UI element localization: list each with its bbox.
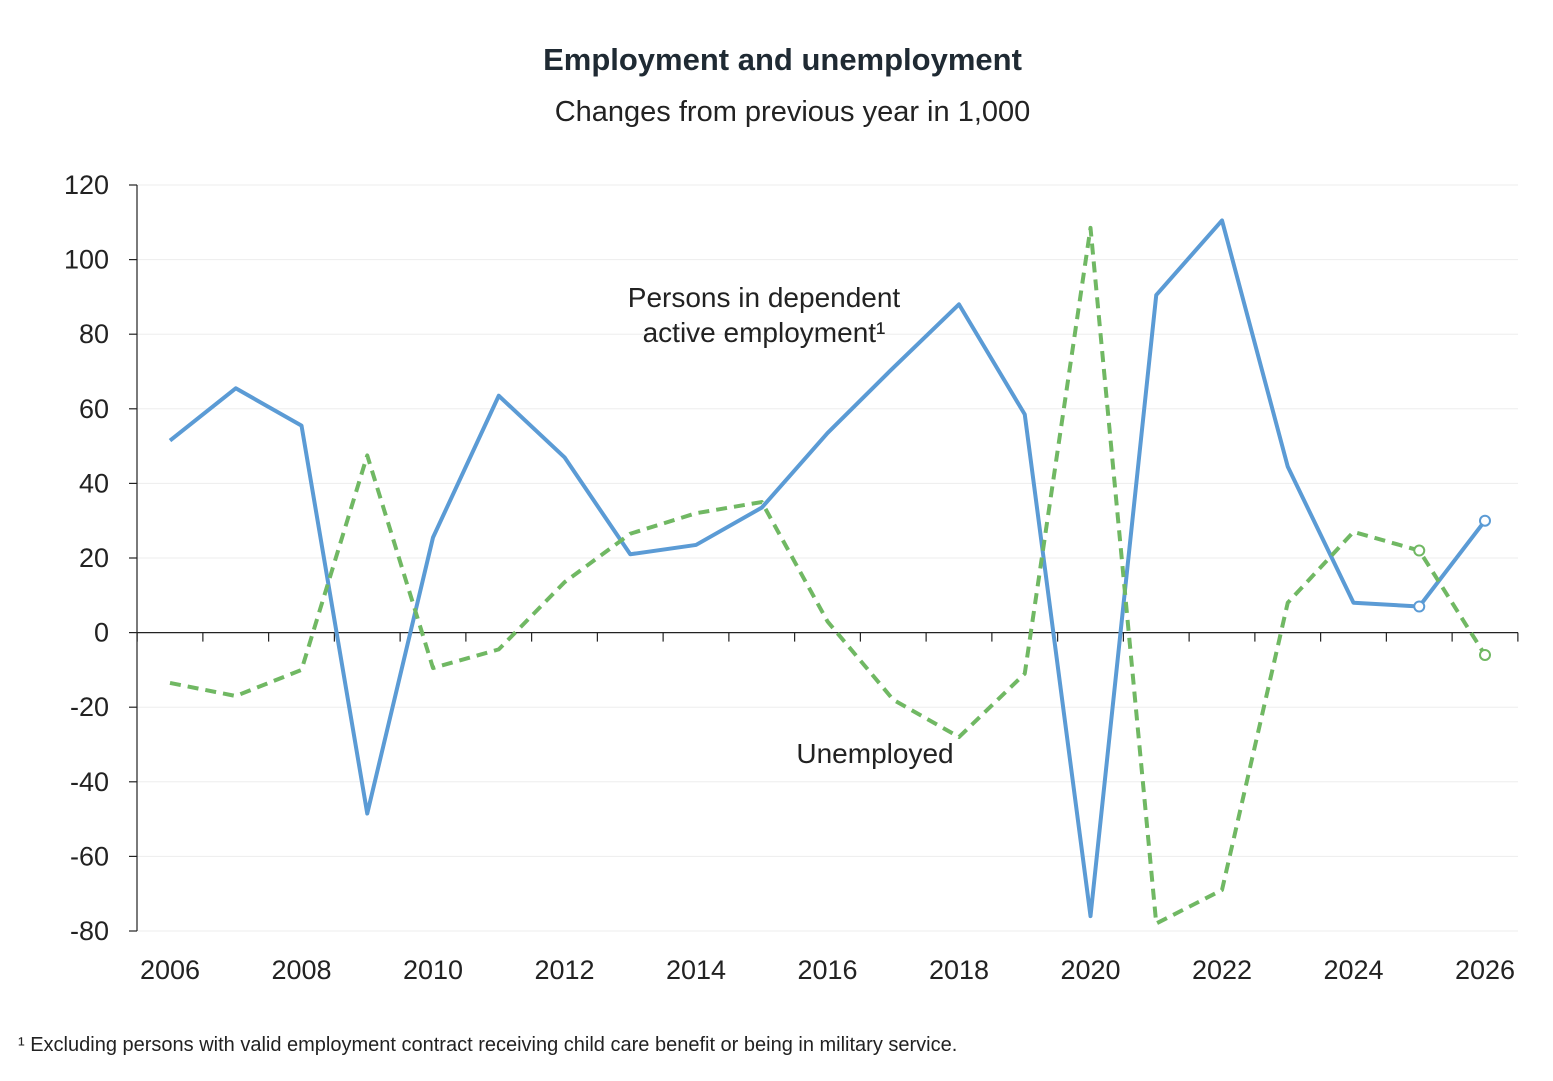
axes (129, 184, 1519, 932)
x-tick-label: 2026 (1455, 955, 1515, 985)
gridlines (137, 184, 1518, 932)
series-lines (168, 218, 1491, 926)
y-tick-label: -60 (70, 841, 109, 871)
x-tick-label: 2008 (271, 955, 331, 985)
y-tick-label: 80 (79, 319, 109, 349)
series-line-unemployed (169, 225, 1487, 926)
y-tick-label: -20 (70, 692, 109, 722)
y-tick-label: -80 (70, 916, 109, 946)
x-tick-label: 2022 (1192, 955, 1252, 985)
x-tick-label: 2012 (534, 955, 594, 985)
forecast-point (1413, 600, 1426, 613)
footnote: ¹ Excluding persons with valid employmen… (18, 1034, 958, 1056)
x-tick-label: 2014 (666, 955, 726, 985)
x-tick-label: 2016 (797, 955, 857, 985)
y-tick-label: 20 (79, 543, 109, 573)
series-label: Persons in dependent (628, 282, 901, 313)
forecast-point (1479, 514, 1491, 527)
x-tick-label: 2024 (1323, 955, 1383, 985)
x-tick-label: 2018 (929, 955, 989, 985)
chart-title: Employment and unemployment (543, 42, 1022, 77)
y-tick-label: 40 (79, 468, 109, 498)
y-tick-label: 0 (94, 618, 109, 648)
y-tick-label: 120 (64, 170, 109, 200)
forecast-point (1479, 648, 1491, 661)
tick-labels: 120 100 80 60 40 20 0 -20 -40 -60 -80 2006 2008 2010 2… (64, 170, 1515, 985)
series-label: Unemployed (796, 738, 953, 769)
y-tick-label: 60 (79, 394, 109, 424)
forecast-point (1413, 544, 1426, 557)
chart-subtitle: Changes from previous year in 1,000 (554, 96, 1031, 128)
series-annotations: Persons in dependent active employment¹ Un… (628, 282, 954, 769)
x-tick-label: 2020 (1060, 955, 1120, 985)
x-tick-label: 2010 (403, 955, 463, 985)
y-tick-label: 100 (64, 245, 109, 275)
series-label: active employment¹ (643, 317, 886, 348)
x-tick-label: 2006 (140, 955, 200, 985)
series-line-employment (168, 218, 1487, 919)
y-tick-label: -40 (70, 767, 109, 797)
